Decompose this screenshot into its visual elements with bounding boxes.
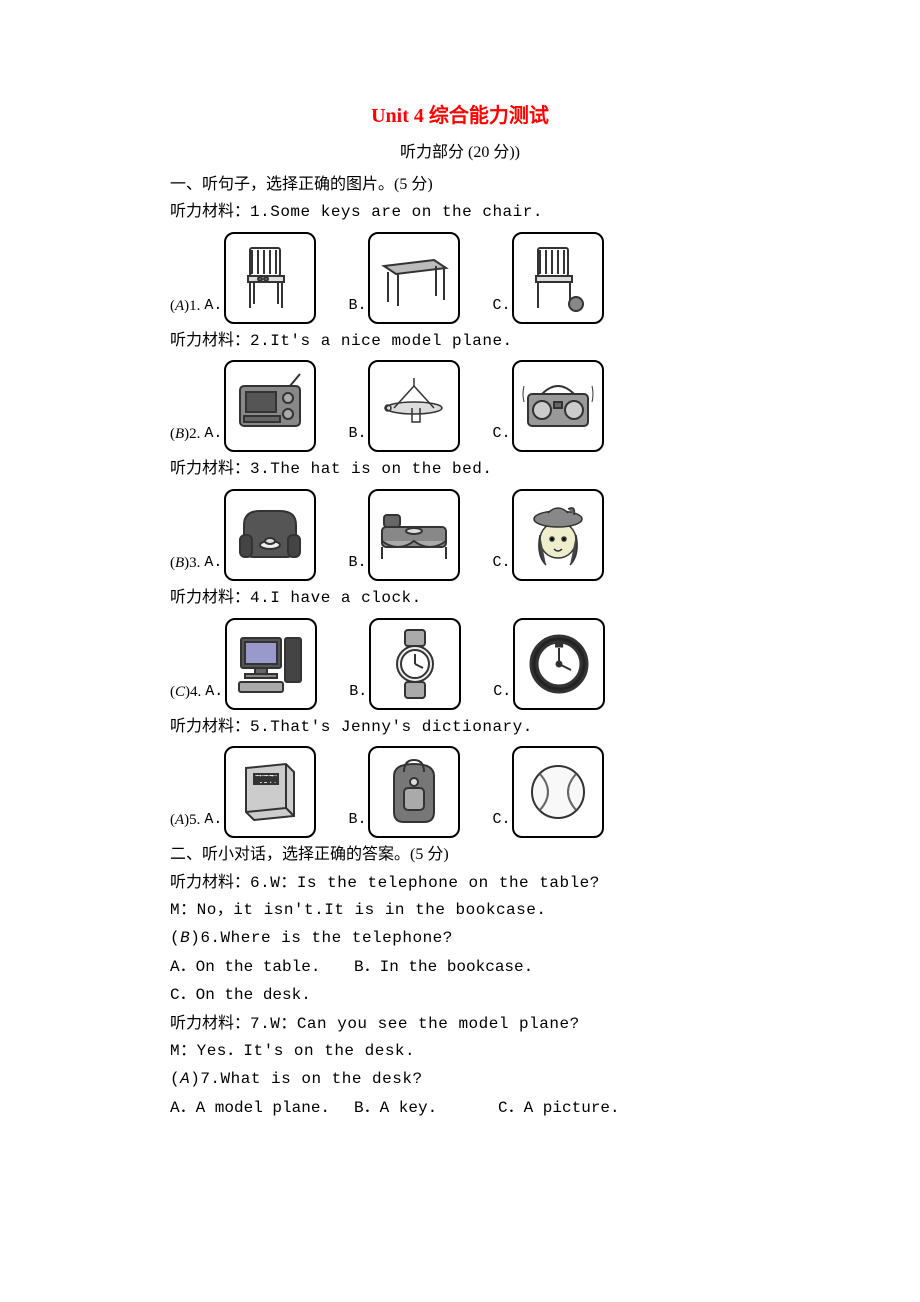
q1-image-row: (A)1. A. B. C.	[170, 232, 750, 324]
q1-material-text: 1.Some keys are on the chair.	[250, 203, 543, 221]
q6-optA: A．On the table.	[170, 955, 350, 981]
q2-optC-img	[512, 360, 604, 452]
q4-material-text: 4.I have a clock.	[250, 589, 422, 607]
q3-optB-label: B.	[348, 551, 366, 575]
q1-material: 听力材料：1.Some keys are on the chair.	[170, 199, 750, 226]
q1-material-label: 听力材料：	[170, 203, 250, 220]
girl-hat-icon	[518, 495, 598, 575]
q3-optA-img	[224, 489, 316, 581]
q4-optC-img: 12	[513, 618, 605, 710]
q5-optA-img: 新华字典	[224, 746, 316, 838]
q6-options-row1: A．On the table. B．In the bookcase.	[170, 954, 750, 981]
q5-answer: (A)5.	[170, 808, 200, 838]
q3-optC-img	[512, 489, 604, 581]
baseball-icon	[518, 752, 598, 832]
q5-material-text: 5.That's Jenny's dictionary.	[250, 718, 533, 736]
q6-options-row2: C．On the desk.	[170, 982, 750, 1009]
q7-material1-text: 7.W：Can you see the model plane?	[250, 1015, 580, 1033]
q5-optA-label: A.	[204, 808, 222, 832]
q3-optA-label: A.	[204, 551, 222, 575]
q6-material2: M：No，it isn't.It is in the bookcase.	[170, 898, 750, 924]
q5-optC-label: C.	[492, 808, 510, 832]
table-icon	[374, 238, 454, 318]
bed-hat-icon	[374, 495, 454, 575]
q2-image-row: (B)2. A. B. C.	[170, 360, 750, 452]
q5-material: 听力材料：5.That's Jenny's dictionary.	[170, 714, 750, 741]
watch-icon	[375, 624, 455, 704]
q4-image-row: (C)4. A. B. C. 12	[170, 618, 750, 710]
title-text: 综合能力测试	[429, 105, 549, 127]
page-title: Unit 4 综合能力测试	[170, 100, 750, 132]
section1-heading: 一、听句子，选择正确的图片。(5 分)	[170, 172, 750, 198]
dictionary-icon: 新华字典	[230, 752, 310, 832]
q2-optA-label: A.	[204, 422, 222, 446]
chair-keys-icon	[230, 238, 310, 318]
title-unit: Unit 4	[371, 105, 424, 127]
clock-icon: 12	[519, 624, 599, 704]
q5-material-label: 听力材料：	[170, 718, 250, 735]
q3-optB-img	[368, 489, 460, 581]
q7-material2: M：Yes．It's on the desk.	[170, 1039, 750, 1065]
q7-optC: C．A picture.	[498, 1096, 638, 1122]
q2-optA-img	[224, 360, 316, 452]
computer-icon	[231, 624, 311, 704]
model-plane-icon	[374, 366, 454, 446]
q4-optC-label: C.	[493, 680, 511, 704]
q7-material1: 听力材料：7.W：Can you see the model plane?	[170, 1011, 750, 1038]
q7-optA: A．A model plane.	[170, 1096, 350, 1122]
q2-optB-img	[368, 360, 460, 452]
q6-question: (B)6.Where is the telephone?	[170, 926, 750, 952]
q7-question: (A)7.What is on the desk?	[170, 1067, 750, 1093]
q3-image-row: (B)3. A. B. C.	[170, 489, 750, 581]
q1-optA-label: A.	[204, 294, 222, 318]
q2-optC-label: C.	[492, 422, 510, 446]
q7-options-row: A．A model plane. B．A key. C．A picture.	[170, 1095, 750, 1122]
q7-material-label: 听力材料：	[170, 1015, 250, 1032]
q4-optA-img	[225, 618, 317, 710]
q3-material: 听力材料：3.The hat is on the bed.	[170, 456, 750, 483]
q5-optB-label: B.	[348, 808, 366, 832]
q7-optB: B．A key.	[354, 1096, 494, 1122]
subtitle: 听力部分 (20 分))	[170, 140, 750, 166]
q3-answer: (B)3.	[170, 551, 200, 581]
q1-optA-img	[224, 232, 316, 324]
q2-optB-label: B.	[348, 422, 366, 446]
svg-text:新华字典: 新华字典	[254, 776, 278, 784]
q5-optC-img	[512, 746, 604, 838]
schoolbag-icon	[374, 752, 454, 832]
section2-heading: 二、听小对话，选择正确的答案。(5 分)	[170, 842, 750, 868]
q3-material-label: 听力材料：	[170, 460, 250, 477]
q2-material: 听力材料：2.It's a nice model plane.	[170, 328, 750, 355]
q6-material-label: 听力材料：	[170, 874, 250, 891]
q6-optB: B．In the bookcase.	[354, 955, 534, 981]
q1-optC-label: C.	[492, 294, 510, 318]
q5-image-row: (A)5. A. 新华字典 B. C.	[170, 746, 750, 838]
q4-material: 听力材料：4.I have a clock.	[170, 585, 750, 612]
sofa-hat-icon	[230, 495, 310, 575]
chair-ball-icon	[518, 238, 598, 318]
q2-material-text: 2.It's a nice model plane.	[250, 332, 513, 350]
q1-answer: (A)1.	[170, 294, 200, 324]
q6-optC: C．On the desk.	[170, 983, 350, 1009]
q4-material-label: 听力材料：	[170, 589, 250, 606]
q2-answer: (B)2.	[170, 422, 200, 452]
q2-material-label: 听力材料：	[170, 332, 250, 349]
q6-material1-text: 6.W：Is the telephone on the table?	[250, 874, 600, 892]
q1-optC-img	[512, 232, 604, 324]
svg-text:12: 12	[556, 642, 562, 648]
q6-material1: 听力材料：6.W：Is the telephone on the table?	[170, 870, 750, 897]
q1-optB-img	[368, 232, 460, 324]
radio-icon	[230, 366, 310, 446]
boombox-icon	[518, 366, 598, 446]
q4-answer: (C)4.	[170, 680, 201, 710]
q3-optC-label: C.	[492, 551, 510, 575]
q3-material-text: 3.The hat is on the bed.	[250, 460, 492, 478]
q4-optA-label: A.	[205, 680, 223, 704]
q4-optB-img	[369, 618, 461, 710]
q1-optB-label: B.	[348, 294, 366, 318]
q4-optB-label: B.	[349, 680, 367, 704]
q5-optB-img	[368, 746, 460, 838]
